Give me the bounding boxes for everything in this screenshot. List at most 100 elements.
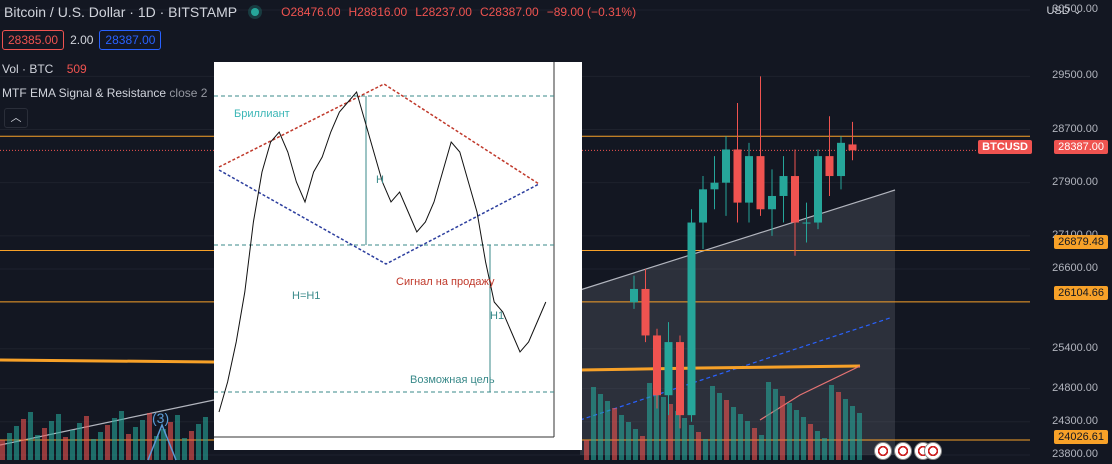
volume-bar — [189, 431, 194, 460]
candle-body — [710, 182, 719, 190]
open-value: O28476.00 — [281, 5, 341, 19]
volume-bar — [640, 436, 645, 460]
volume-bar — [724, 400, 729, 460]
volume-bar — [98, 432, 103, 460]
volume-bar — [7, 433, 12, 460]
volume-bar — [63, 437, 68, 460]
mtf-label: MTF EMA Signal & Resistance — [2, 86, 167, 100]
volume-bar — [710, 386, 715, 460]
volume-label: Vol · BTC — [2, 62, 54, 76]
candle-body — [825, 156, 834, 177]
last-price-tag: 28387.00 — [1054, 140, 1108, 154]
candle-body — [791, 176, 799, 223]
volume-bar — [196, 424, 201, 460]
volume-bar — [161, 429, 166, 460]
volume-bar — [689, 425, 694, 460]
collapse-indicators-button[interactable]: ︿ — [4, 108, 28, 128]
volume-bar — [168, 422, 173, 460]
volume-bar — [70, 430, 75, 460]
spread-value: 2.00 — [70, 33, 94, 47]
volume-bar — [56, 414, 61, 460]
volume-bar — [84, 416, 89, 460]
volume-bar — [703, 439, 708, 460]
candle-body — [837, 142, 845, 177]
currency-label: USD — [1046, 5, 1070, 17]
volume-bar — [745, 421, 750, 460]
us-flag-icon[interactable] — [894, 442, 912, 460]
close-value: C28387.00 — [479, 5, 539, 19]
volume-bar — [794, 410, 799, 460]
mtf-indicator[interactable]: MTF EMA Signal & Resistance close 2 — [2, 86, 207, 100]
volume-bar — [696, 432, 701, 460]
volume-bar — [850, 406, 855, 460]
event-flags-2 — [924, 442, 942, 460]
hh1-label: H=H1 — [292, 290, 321, 302]
volume-bar — [647, 383, 652, 460]
volume-bar — [140, 420, 145, 460]
volume-bar — [119, 411, 124, 460]
price-tick-label: 26600.00 — [1052, 262, 1098, 275]
candle-body — [687, 222, 696, 416]
candle-body — [814, 156, 822, 223]
price-tick-label: 23800.00 — [1052, 448, 1098, 460]
price-tick-label: 24300.00 — [1052, 414, 1098, 427]
volume-bar — [77, 423, 82, 460]
volume-bar — [619, 415, 624, 460]
volume-bar — [626, 422, 631, 460]
volume-bar — [105, 425, 110, 460]
volume-bar — [780, 396, 785, 460]
volume-bar — [773, 389, 778, 460]
candle-body — [630, 288, 638, 303]
candle-body — [653, 335, 661, 396]
volume-bar — [766, 382, 771, 460]
currency-selector[interactable]: USD ⌄ — [1046, 4, 1082, 17]
sell-button[interactable]: 28385.00 — [2, 30, 65, 50]
volume-bar — [717, 393, 722, 460]
volume-bar — [584, 440, 589, 460]
candle-body — [745, 156, 753, 203]
trend-line — [579, 189, 896, 291]
price-tick-label: 30500.00 — [1052, 3, 1098, 15]
volume-bar — [857, 413, 862, 460]
volume-value: 509 — [66, 62, 87, 76]
volume-bar — [35, 435, 40, 460]
price-tick-label: 27900.00 — [1052, 175, 1098, 188]
volume-bar — [675, 411, 680, 460]
ema-line — [0, 358, 861, 372]
us-flag-icon[interactable] — [924, 442, 942, 460]
candle-body — [699, 189, 707, 223]
mtf-extra: close 2 — [169, 86, 208, 100]
inset-price-line — [218, 90, 547, 413]
candle-body — [722, 149, 730, 183]
ohlc-readout: O28476.00 H28816.00 L28237.00 C28387.00 … — [281, 5, 636, 19]
volume-bar — [822, 438, 827, 460]
volume-bar — [598, 394, 603, 460]
inset-chart — [214, 62, 582, 450]
volume-indicator[interactable]: Vol · BTC 509 — [2, 62, 87, 76]
symbol-title[interactable]: Bitcoin / U.S. Dollar · 1D · BITSTAMP — [4, 4, 238, 20]
wave-marker — [147, 422, 177, 461]
volume-bar — [815, 431, 820, 460]
volume-bar — [801, 417, 806, 460]
volume-bar — [0, 440, 5, 460]
target-label: Возможная цель — [410, 374, 495, 386]
volume-bar — [28, 412, 33, 460]
diamond-bottom — [218, 169, 540, 265]
symbol-tag: BTCUSD — [978, 140, 1032, 154]
buy-button[interactable]: 28387.00 — [99, 30, 162, 50]
volume-bar — [787, 403, 792, 460]
diamond-top — [218, 83, 540, 185]
level-tag-3: 24026.61 — [1054, 430, 1108, 444]
inset-background — [214, 62, 582, 450]
candle-body — [676, 342, 684, 416]
price-tick-label: 24800.00 — [1052, 381, 1098, 394]
us-flag-icon[interactable] — [874, 442, 892, 460]
volume-bar — [682, 418, 687, 460]
high-value: H28816.00 — [348, 5, 408, 19]
chart-header: Bitcoin / U.S. Dollar · 1D · BITSTAMP O2… — [4, 4, 636, 20]
low-value: L28237.00 — [415, 5, 472, 19]
h-label: H — [376, 174, 384, 186]
volume-bar — [808, 424, 813, 460]
